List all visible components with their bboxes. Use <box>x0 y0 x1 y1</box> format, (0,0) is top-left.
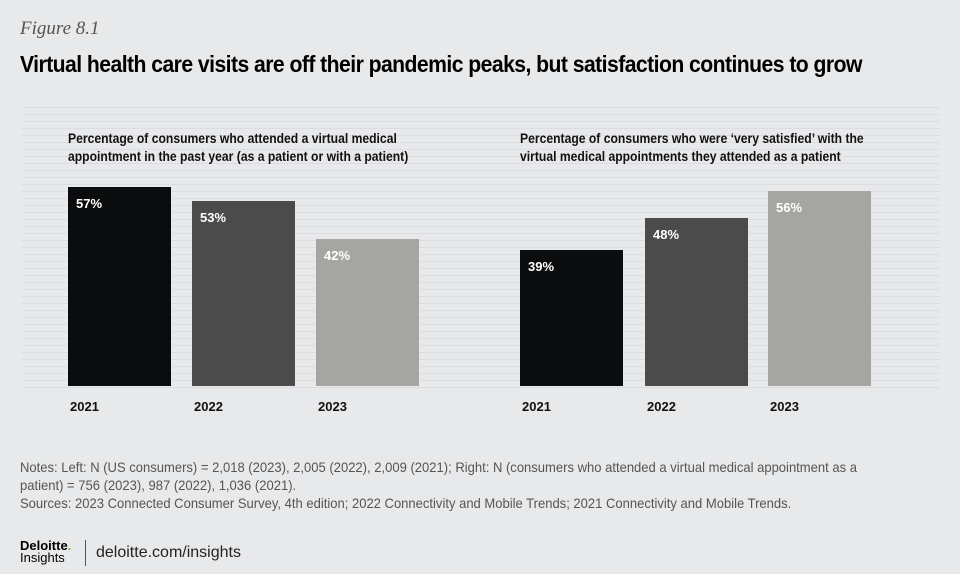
x-tick-label: 2022 <box>194 399 223 414</box>
logo-sub: Insights <box>20 550 65 565</box>
bar-left-2022: 53% <box>192 201 295 386</box>
x-tick-label: 2021 <box>522 399 551 414</box>
sources-text: Sources: 2023 Connected Consumer Survey,… <box>20 495 792 511</box>
bar-left-2021: 57% <box>68 187 171 386</box>
figure-label: Figure 8.1 <box>20 18 100 39</box>
bar-right-2023: 56% <box>768 190 871 386</box>
data-label: 39% <box>528 258 555 274</box>
logo-brand: Deloitte <box>20 538 68 553</box>
url-link[interactable]: deloitte.com/insights <box>96 544 241 561</box>
divider <box>85 540 86 566</box>
data-label: 57% <box>76 196 103 212</box>
x-tick-label: 2023 <box>318 399 347 414</box>
notes: Notes: Left: N (US consumers) = 2,018 (2… <box>20 458 876 512</box>
deloitte-insights-logo: Deloitte. Insights <box>20 538 72 565</box>
data-label: 42% <box>324 248 351 264</box>
bar-right-2021: 39% <box>520 249 623 386</box>
bar-left-2023: 42% <box>316 239 419 386</box>
chart-title: Virtual health care visits are off their… <box>20 51 862 77</box>
data-label: 48% <box>653 227 680 243</box>
left-chart-subtitle: Percentage of consumers who attended a v… <box>68 131 409 164</box>
data-label: 53% <box>200 210 227 226</box>
x-tick-label: 2021 <box>70 399 99 414</box>
x-tick-label: 2023 <box>770 399 799 414</box>
x-tick-label: 2022 <box>647 399 676 414</box>
bar-right-2022: 48% <box>645 218 748 386</box>
notes-text: Notes: Left: N (US consumers) = 2,018 (2… <box>20 459 857 493</box>
right-chart-subtitle: Percentage of consumers who were ‘very s… <box>520 131 864 164</box>
data-label: 56% <box>776 199 803 215</box>
